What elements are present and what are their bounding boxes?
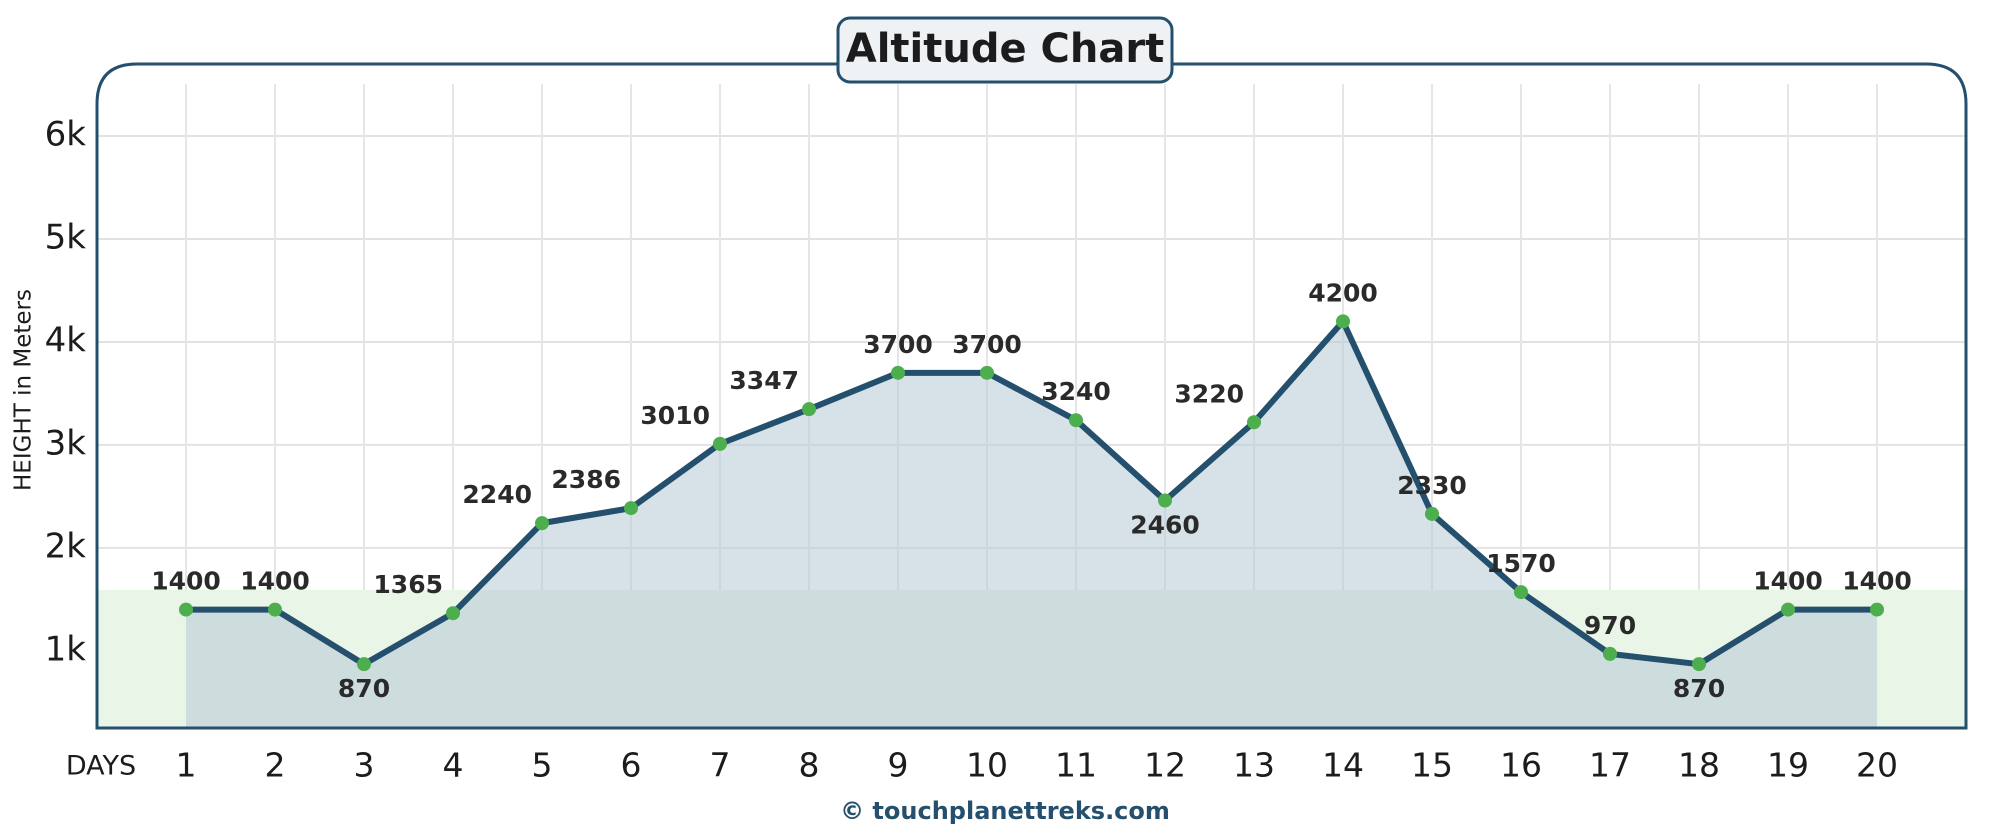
y-tick-label: 5k xyxy=(45,218,87,258)
value-label: 870 xyxy=(338,674,390,703)
value-label: 3010 xyxy=(640,401,710,430)
point xyxy=(535,516,549,531)
point xyxy=(1069,413,1083,428)
footer: © touchplanettreks.com xyxy=(840,797,1170,825)
x-tick-label: 4 xyxy=(443,746,464,785)
value-label: 1365 xyxy=(373,570,443,599)
value-label: 870 xyxy=(1673,674,1725,703)
x-tick-label: 3 xyxy=(354,746,375,785)
value-label: 3347 xyxy=(729,366,799,395)
x-tick-label: 10 xyxy=(966,746,1008,785)
value-label: 970 xyxy=(1584,611,1636,640)
x-tick-label: 8 xyxy=(799,746,820,785)
point xyxy=(713,436,727,451)
value-label: 1400 xyxy=(240,567,310,596)
point xyxy=(980,365,994,380)
point xyxy=(1336,314,1350,329)
y-tick-label: 2k xyxy=(45,526,87,566)
x-tick-label: 13 xyxy=(1233,746,1275,785)
y-axis-label: HEIGHT in Meters xyxy=(11,289,37,491)
value-label: 2386 xyxy=(551,465,621,494)
x-tick-label: 9 xyxy=(888,746,909,785)
point xyxy=(891,365,905,380)
x-tick-label: 2 xyxy=(265,746,286,785)
value-label: 2460 xyxy=(1130,510,1200,539)
y-tick-label: 3k xyxy=(45,423,87,463)
value-label: 3700 xyxy=(863,330,933,359)
x-tick-label: 19 xyxy=(1767,746,1809,785)
point xyxy=(179,602,193,617)
point xyxy=(1425,506,1439,521)
value-label: 1400 xyxy=(1753,567,1823,596)
point xyxy=(1603,646,1617,661)
point xyxy=(268,602,282,617)
value-label: 4200 xyxy=(1308,278,1378,307)
x-tick-label: 11 xyxy=(1055,746,1097,785)
value-label: 2240 xyxy=(462,480,532,509)
point xyxy=(1692,657,1706,672)
x-tick-label: 16 xyxy=(1500,746,1542,785)
value-label: 3220 xyxy=(1174,379,1244,408)
plot: 1400 1400 870 1365 2240 2386 3010 3347 3700 3700 3… xyxy=(151,278,1912,728)
x-tick-label: 1 xyxy=(176,746,197,785)
point xyxy=(1870,602,1884,617)
value-label: 1570 xyxy=(1486,549,1556,578)
value-label: 2330 xyxy=(1397,471,1467,500)
point xyxy=(1781,602,1795,617)
value-label: 1400 xyxy=(1842,567,1912,596)
point xyxy=(1247,415,1261,430)
value-label: 1400 xyxy=(151,567,221,596)
value-label: 3700 xyxy=(952,330,1022,359)
plot-frame xyxy=(95,62,1968,730)
area xyxy=(186,321,1877,728)
x-tick-label: 15 xyxy=(1411,746,1453,785)
title-box xyxy=(836,16,1174,84)
x-tick-label: 14 xyxy=(1322,746,1364,785)
chart-title: Altitude Chart xyxy=(846,26,1164,72)
point xyxy=(1158,493,1172,508)
x-tick-label: 7 xyxy=(710,746,731,785)
x-tick-label: 5 xyxy=(532,746,553,785)
y-tick-label: 6k xyxy=(45,115,87,155)
y-tick-label: 4k xyxy=(45,320,87,360)
point xyxy=(446,606,460,621)
value-label: 3240 xyxy=(1041,377,1111,406)
x-tick-label: 6 xyxy=(621,746,642,785)
x-tick-label: 12 xyxy=(1144,746,1186,785)
x-axis-label: DAYS xyxy=(66,751,136,782)
point xyxy=(624,501,638,516)
x-tick-label: 17 xyxy=(1589,746,1631,785)
point xyxy=(802,402,816,417)
x-tick-label: 20 xyxy=(1856,746,1898,785)
point xyxy=(357,657,371,672)
line xyxy=(186,318,1877,668)
y-tick-label: 1k xyxy=(45,629,87,669)
point xyxy=(1514,585,1528,600)
x-tick-label: 18 xyxy=(1678,746,1720,785)
